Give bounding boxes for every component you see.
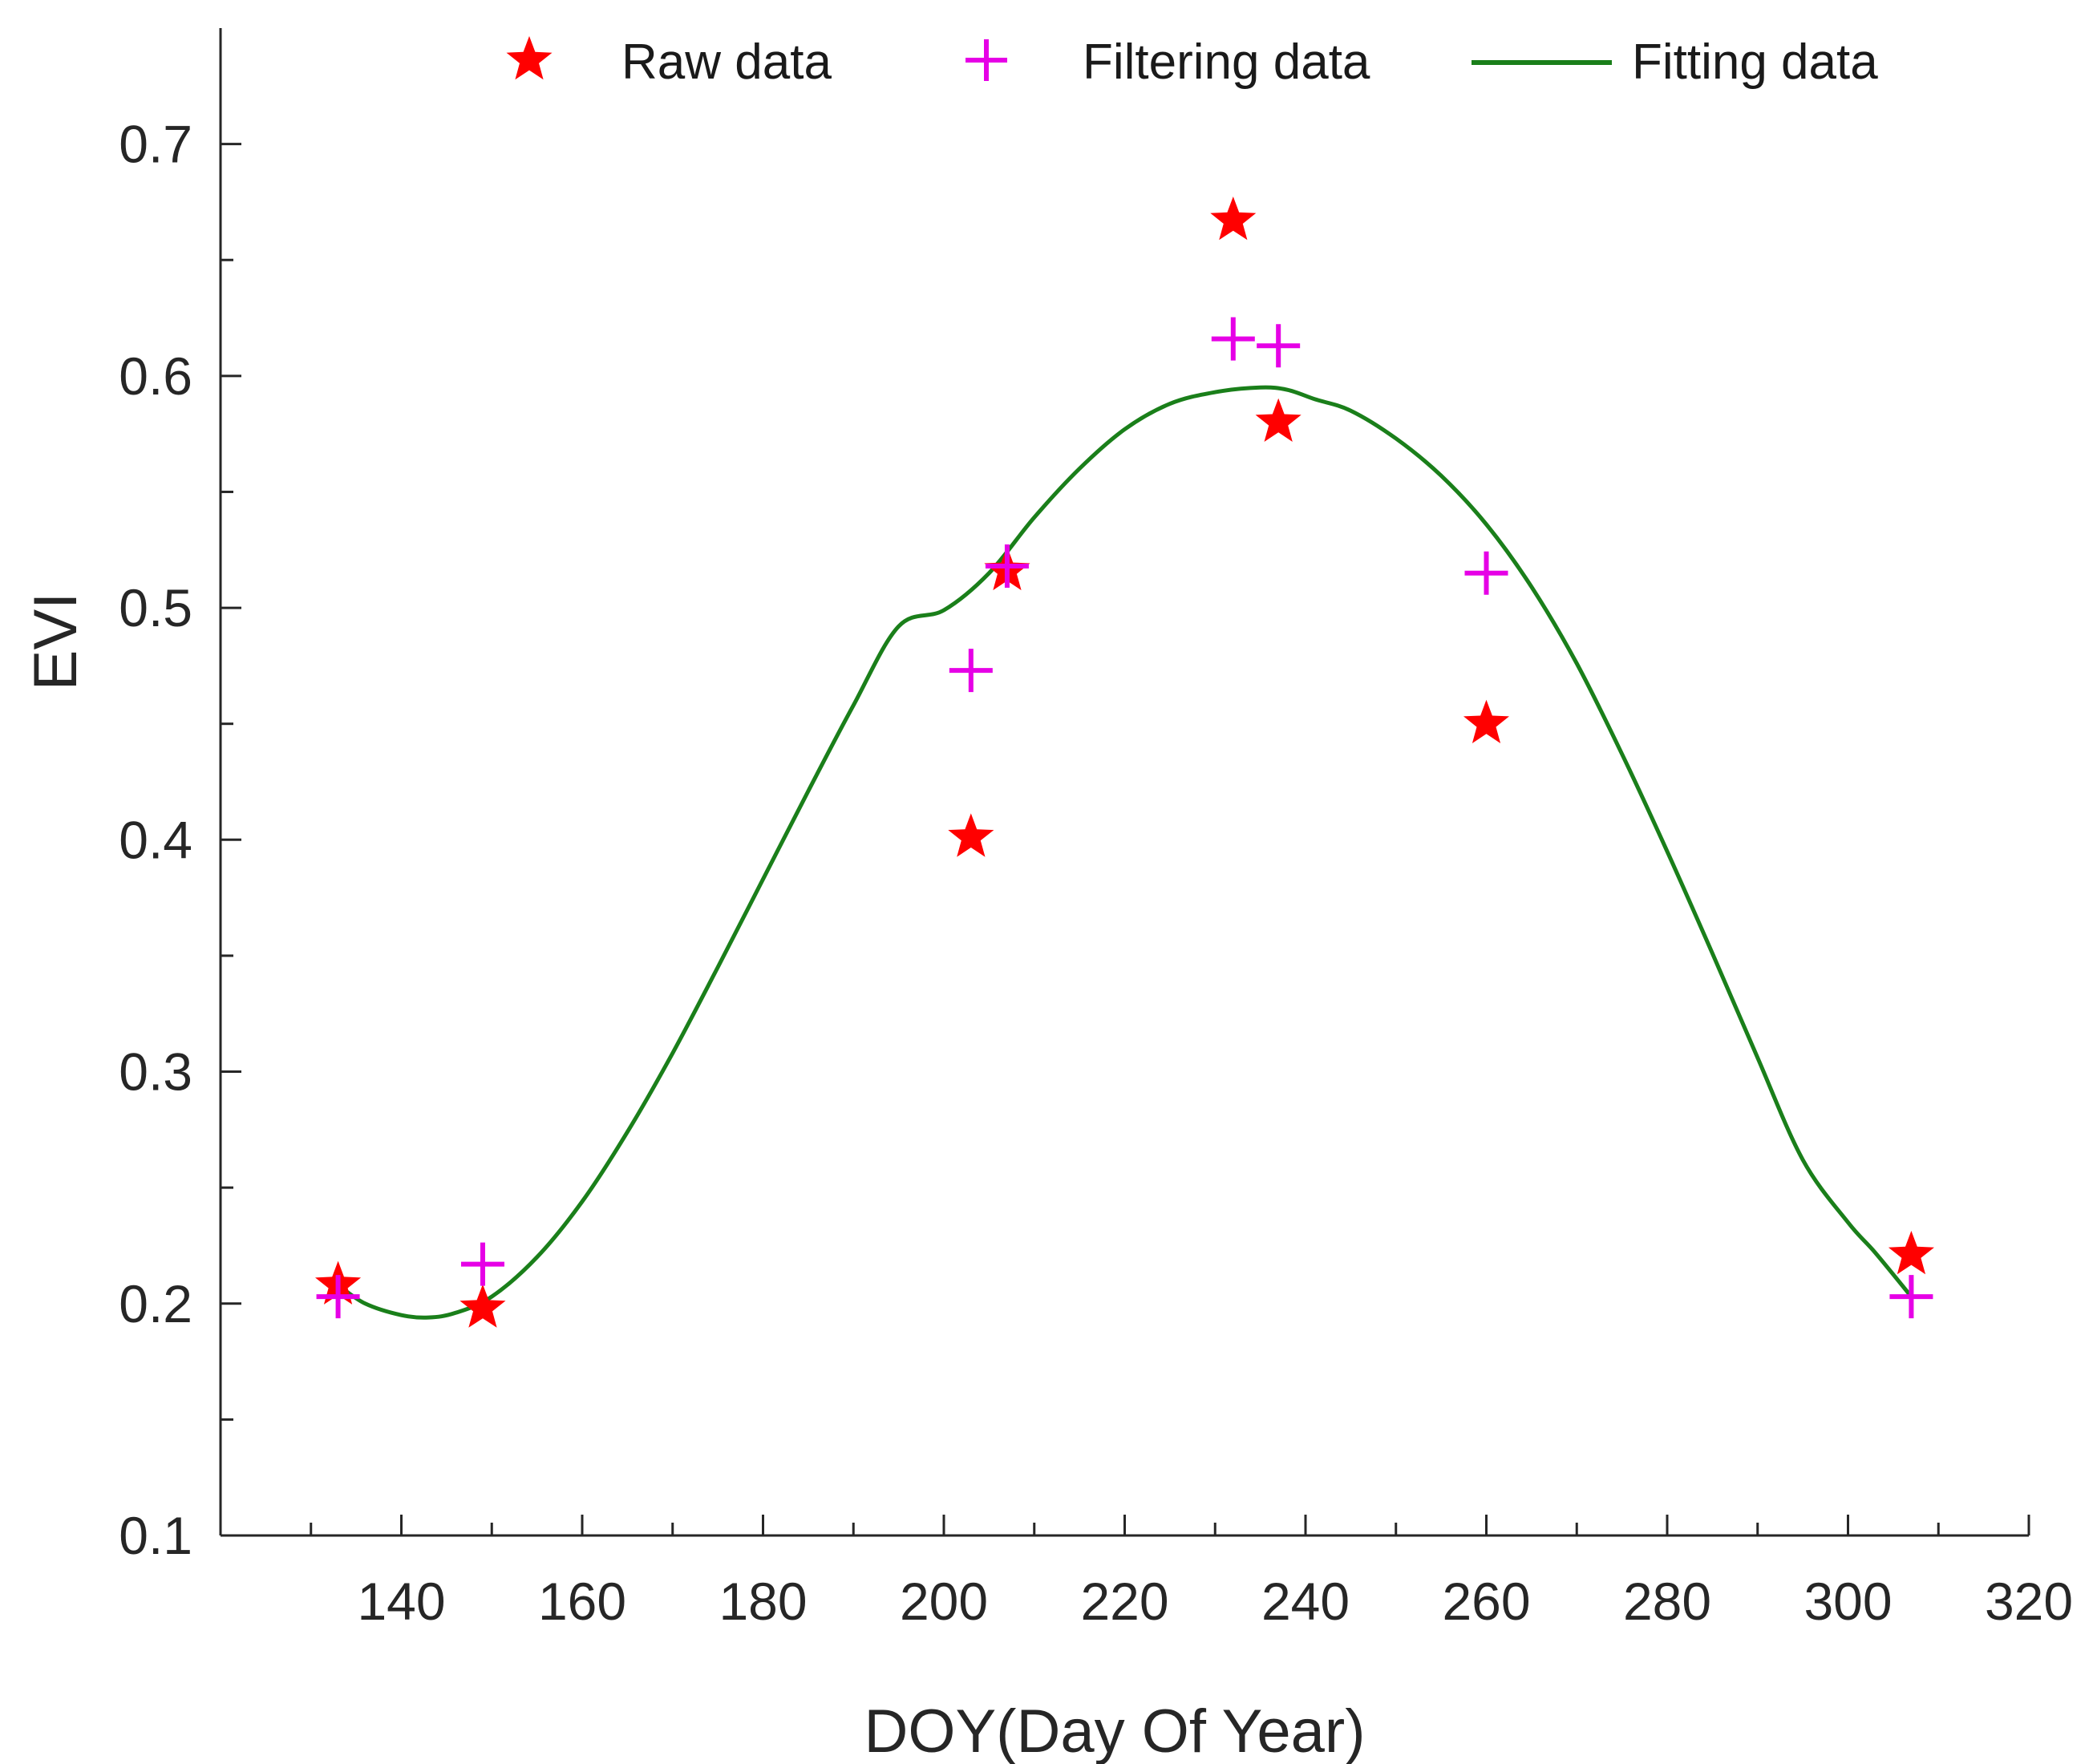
filtering-data-point bbox=[949, 649, 993, 693]
filtering-data-point bbox=[1211, 317, 1255, 361]
raw-data-layer bbox=[315, 196, 1934, 1328]
legend-raw-star bbox=[506, 36, 553, 80]
x-tick-label: 140 bbox=[357, 1572, 445, 1631]
x-tick-label: 260 bbox=[1442, 1572, 1530, 1631]
fitting-layer bbox=[337, 385, 1913, 1320]
raw-data-point bbox=[1255, 398, 1302, 442]
filtering-data-point bbox=[985, 544, 1029, 589]
x-tick-label: 240 bbox=[1261, 1572, 1350, 1631]
x-tick-label: 160 bbox=[538, 1572, 626, 1631]
legend-fitting-label: Fitting data bbox=[1632, 34, 1878, 90]
filtering-data-point bbox=[460, 1242, 504, 1286]
filtering-data-point bbox=[1464, 551, 1508, 595]
x-tick-label: 220 bbox=[1080, 1572, 1168, 1631]
legend-filtering-label: Filtering data bbox=[1083, 34, 1370, 90]
axis-ticks bbox=[221, 143, 2030, 1537]
x-tick-label: 320 bbox=[1985, 1572, 2073, 1631]
legend-filtering-plus bbox=[966, 39, 1007, 81]
filtering-data-point bbox=[1889, 1275, 1933, 1319]
filtering-data-point bbox=[1257, 324, 1301, 368]
filtering-data-layer bbox=[316, 317, 1933, 1319]
y-axis-title: EVI bbox=[22, 593, 90, 691]
raw-data-point bbox=[1888, 1231, 1934, 1275]
legend-raw-marker bbox=[506, 36, 553, 80]
legend-filtering-marker bbox=[966, 39, 1007, 81]
y-tick-label: 0.7 bbox=[119, 115, 192, 174]
y-tick-label: 0.3 bbox=[119, 1042, 192, 1102]
raw-data-point bbox=[1210, 196, 1257, 241]
fitting-data-line bbox=[337, 385, 1913, 1320]
raw-data-point bbox=[948, 813, 994, 857]
raw-data-point bbox=[1463, 699, 1509, 743]
x-axis-title: DOY(Day Of Year) bbox=[864, 1697, 1365, 1764]
x-tick-label: 180 bbox=[719, 1572, 807, 1631]
legend-raw-label: Raw data bbox=[621, 34, 832, 90]
y-tick-label: 0.2 bbox=[119, 1274, 192, 1333]
raw-data-point bbox=[459, 1284, 506, 1328]
y-tick-label: 0.5 bbox=[119, 578, 192, 637]
y-tick-label: 0.1 bbox=[119, 1506, 192, 1565]
x-tick-label: 300 bbox=[1804, 1572, 1892, 1631]
legend: Raw data Filtering data Fitting data bbox=[506, 34, 1878, 90]
filtering-data-point bbox=[316, 1275, 360, 1319]
x-tick-label: 280 bbox=[1623, 1572, 1711, 1631]
tick-labels: 140 160 180 200 220 240 260 280 300 320 0.1 0.2 0.3 0… bbox=[119, 115, 2073, 1631]
y-tick-label: 0.6 bbox=[119, 346, 192, 406]
y-tick-label: 0.4 bbox=[119, 810, 192, 869]
x-tick-label: 200 bbox=[900, 1572, 988, 1631]
